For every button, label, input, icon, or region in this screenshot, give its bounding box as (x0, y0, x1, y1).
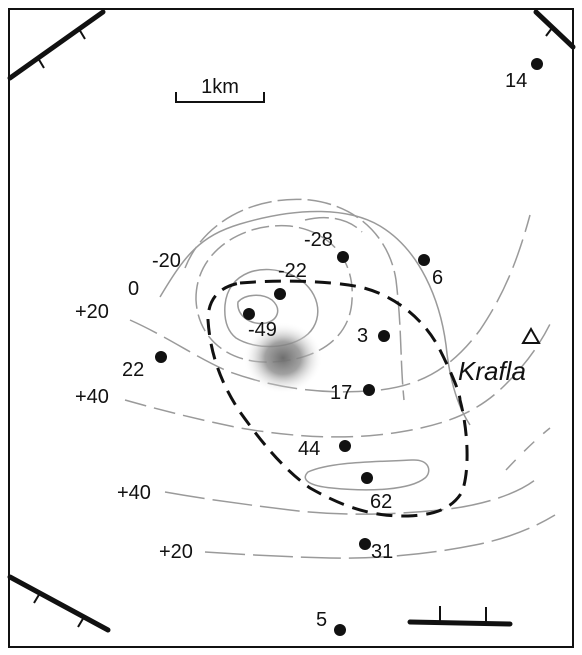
dashed-boundary (206, 279, 469, 518)
contour-minus-28-arc (304, 216, 363, 233)
contour-plus-20-lower (204, 514, 556, 559)
station-point (359, 538, 371, 550)
station-label: 14 (505, 70, 527, 92)
contour-plus-20-upper (129, 214, 531, 393)
contour-outer-dashed (505, 427, 551, 471)
station-label: 17 (330, 382, 352, 404)
station-point (155, 351, 167, 363)
contour-label: -20 (152, 250, 181, 272)
contour-plus-40-upper (124, 319, 553, 438)
caldera-rim-top-left (7, 9, 106, 81)
station-labels: 14 6 -49 3 22 17 44 62 31 5 (122, 70, 527, 631)
station-label: 5 (316, 609, 327, 631)
contour-minus-30 (195, 224, 353, 363)
volcano-label: Krafla (458, 356, 526, 386)
station-point (339, 440, 351, 452)
contour-labels: -20 0 +20 +40 +40 +20 -22 -28 (75, 229, 333, 563)
contour-zero (159, 210, 471, 426)
contour-label: +20 (159, 541, 193, 563)
volcano-marker: Krafla (458, 326, 541, 386)
station-label: 62 (370, 491, 392, 513)
station-point (531, 58, 543, 70)
station-label: 6 (432, 267, 443, 289)
contour-label: -28 (304, 229, 333, 251)
station-label: 3 (357, 325, 368, 347)
station-point (337, 251, 349, 263)
station-label: 22 (122, 359, 144, 381)
fault-bottom-right (407, 606, 513, 627)
contour-label: +20 (75, 301, 109, 323)
contour-label: -22 (278, 260, 307, 282)
deflation-center-shading (243, 322, 323, 394)
caldera-rim-top-right (533, 9, 576, 50)
station-point (334, 624, 346, 636)
station-point (378, 330, 390, 342)
contour-label: 0 (128, 278, 139, 300)
station-point (274, 288, 286, 300)
station-point (363, 384, 375, 396)
contour-label: +40 (75, 386, 109, 408)
station-label: -49 (248, 319, 277, 341)
contour-minus-40 (224, 268, 319, 348)
triangle-icon (521, 326, 541, 344)
station-label: 44 (298, 438, 320, 460)
map-border (8, 8, 574, 648)
contour-lines (124, 198, 556, 559)
station-label: 31 (371, 541, 393, 563)
scale-bar-label: 1km (201, 76, 239, 98)
scale-bar: 1km (175, 76, 265, 103)
contour-62-closed (304, 459, 430, 491)
contour-label: +40 (117, 482, 151, 504)
contour-minus-20 (184, 198, 405, 401)
contour-plus-40-lower (164, 479, 536, 515)
station-point (243, 308, 255, 320)
caldera-rim-bottom-left (7, 574, 111, 633)
station-point (418, 254, 430, 266)
station-point (361, 472, 373, 484)
stations (155, 58, 543, 636)
